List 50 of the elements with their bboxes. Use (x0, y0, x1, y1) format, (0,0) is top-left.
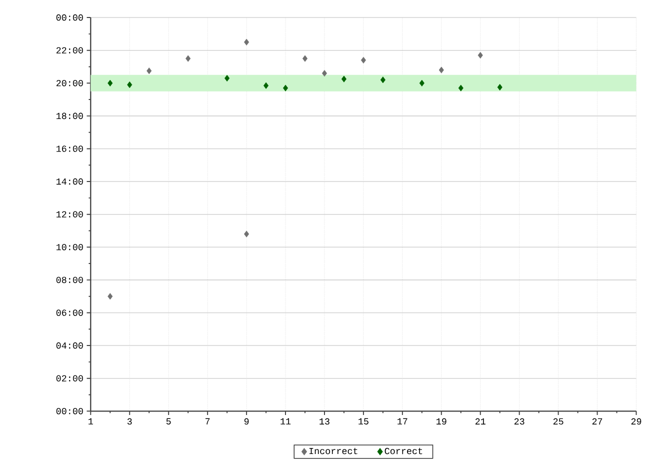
x-tick-label: 9 (244, 418, 249, 425)
x-tick-label: 17 (398, 418, 408, 425)
x-tick-label: 13 (320, 418, 330, 425)
point (380, 76, 386, 84)
legend-label: Correct (384, 448, 422, 454)
point (458, 84, 464, 92)
x-tick-label: 29 (631, 418, 642, 425)
point (244, 39, 250, 46)
x-tick-label: 5 (166, 418, 171, 425)
x-tick-label: 7 (206, 418, 210, 425)
x-tick-label: 15 (358, 418, 368, 425)
point (478, 52, 483, 59)
point (108, 293, 113, 300)
x-tick-label: 27 (592, 418, 602, 425)
point (264, 82, 269, 90)
y-tick-label: 18:00 (56, 113, 83, 120)
y-tick-label: 02:00 (56, 375, 83, 382)
point (146, 68, 152, 74)
y-tick-label: 20:00 (56, 80, 83, 86)
y-tick-label: 22:00 (56, 47, 83, 54)
y-tick-label: 06:00 (56, 310, 83, 316)
point (127, 82, 132, 88)
y-tick-label: 08:00 (56, 277, 83, 284)
x-tick-label: 23 (514, 418, 524, 425)
point (419, 80, 424, 87)
point (322, 70, 328, 77)
y-tick-label: 14:00 (56, 178, 83, 185)
x-tick-label: 1 (88, 418, 93, 425)
point (302, 55, 308, 62)
legend-label: Incorrect (309, 448, 358, 454)
y-tick-label: 04:00 (56, 342, 83, 349)
point (282, 84, 288, 92)
point (224, 75, 230, 82)
x-tick-label: 19 (436, 418, 446, 425)
point (186, 55, 191, 62)
y-tick-label: 00:00 (56, 14, 83, 21)
point (244, 230, 250, 238)
x-tick-label: 11 (280, 418, 291, 425)
x-tick-label: 3 (127, 418, 132, 425)
x-tick-label: 25 (553, 418, 564, 425)
y-tick-label: 00:00 (56, 408, 83, 414)
point (438, 66, 444, 74)
y-tick-label: 16:00 (56, 146, 83, 152)
point (360, 57, 366, 64)
x-tick-label: 21 (475, 418, 486, 425)
y-tick-label: 10:00 (56, 244, 83, 250)
y-tick-label: 12:00 (56, 211, 83, 218)
point (108, 80, 113, 87)
point (341, 76, 346, 83)
point (497, 84, 502, 91)
